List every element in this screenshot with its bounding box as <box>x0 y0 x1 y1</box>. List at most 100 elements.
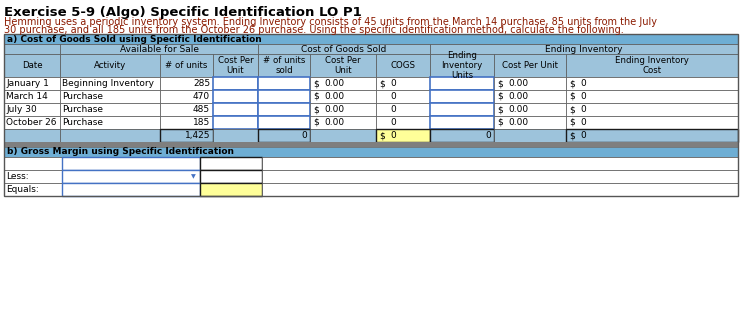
Bar <box>430 77 494 90</box>
Text: 0.00: 0.00 <box>508 105 528 114</box>
Bar <box>4 54 60 77</box>
Bar <box>376 77 430 90</box>
Text: 0.00: 0.00 <box>508 118 528 127</box>
Text: Available for Sale: Available for Sale <box>119 44 199 54</box>
Bar <box>4 116 60 129</box>
Bar <box>566 77 738 90</box>
Text: $: $ <box>379 131 385 140</box>
Text: Cost of Goods Sold: Cost of Goods Sold <box>301 44 387 54</box>
Text: 485: 485 <box>193 105 210 114</box>
Text: 0: 0 <box>390 131 395 140</box>
Bar <box>566 54 738 77</box>
Text: 30 purchase, and all 185 units from the October 26 purchase. Using the specific : 30 purchase, and all 185 units from the … <box>4 25 624 35</box>
Text: 285: 285 <box>193 79 210 88</box>
Bar <box>4 157 62 170</box>
Bar <box>60 129 160 142</box>
Text: 0: 0 <box>580 105 585 114</box>
Text: Equals:: Equals: <box>6 185 39 194</box>
Bar <box>4 44 60 54</box>
Bar <box>258 44 430 54</box>
Text: a) Cost of Goods Sold using Specific Identification: a) Cost of Goods Sold using Specific Ide… <box>7 35 262 43</box>
Text: 0.00: 0.00 <box>324 79 344 88</box>
Bar <box>494 103 566 116</box>
Bar <box>60 103 160 116</box>
Text: 0.00: 0.00 <box>324 118 344 127</box>
Text: $: $ <box>313 118 319 127</box>
Text: # of units: # of units <box>165 61 208 70</box>
Bar <box>60 90 160 103</box>
Bar <box>4 77 60 90</box>
Bar <box>4 103 60 116</box>
Bar <box>160 54 213 77</box>
Bar <box>200 183 262 196</box>
Text: 0: 0 <box>580 92 585 101</box>
Text: 0.00: 0.00 <box>324 92 344 101</box>
Text: $: $ <box>497 79 503 88</box>
Text: Purchase: Purchase <box>62 92 103 101</box>
Text: Cost Per
Unit: Cost Per Unit <box>217 56 253 75</box>
Bar <box>4 170 62 183</box>
Text: 1,425: 1,425 <box>185 131 210 140</box>
Bar <box>376 129 430 142</box>
Bar <box>200 170 262 183</box>
Text: # of units
sold: # of units sold <box>263 56 305 75</box>
Bar <box>566 90 738 103</box>
Bar <box>213 77 258 90</box>
Text: $: $ <box>569 105 575 114</box>
Bar <box>160 116 213 129</box>
Bar <box>258 103 310 116</box>
Text: Beginning Inventory: Beginning Inventory <box>62 79 154 88</box>
Bar <box>213 90 258 103</box>
Text: Cost Per Unit: Cost Per Unit <box>502 61 558 70</box>
Bar <box>310 103 376 116</box>
Text: $: $ <box>313 79 319 88</box>
Text: $: $ <box>313 105 319 114</box>
Bar <box>213 103 258 116</box>
Bar <box>160 90 213 103</box>
Text: $: $ <box>497 105 503 114</box>
Bar <box>60 77 160 90</box>
Bar <box>310 90 376 103</box>
Bar <box>4 34 738 196</box>
Text: Purchase: Purchase <box>62 105 103 114</box>
Text: 0: 0 <box>580 131 585 140</box>
Text: $: $ <box>497 118 503 127</box>
Text: March 14: March 14 <box>6 92 47 101</box>
Bar <box>4 34 738 44</box>
Bar <box>376 103 430 116</box>
Bar <box>494 54 566 77</box>
Bar <box>200 157 262 170</box>
Text: 0: 0 <box>485 131 491 140</box>
Bar <box>262 170 738 183</box>
Bar <box>258 90 310 103</box>
Text: 0.00: 0.00 <box>324 105 344 114</box>
Bar <box>494 90 566 103</box>
Text: $: $ <box>569 131 575 140</box>
Text: October 26: October 26 <box>6 118 56 127</box>
Bar <box>4 183 62 196</box>
Bar <box>160 77 213 90</box>
Text: $: $ <box>379 79 385 88</box>
Bar <box>258 129 310 142</box>
Bar <box>376 116 430 129</box>
Bar <box>310 129 376 142</box>
Bar <box>160 129 213 142</box>
Bar <box>262 157 738 170</box>
Text: $: $ <box>569 118 575 127</box>
Bar <box>60 44 258 54</box>
Bar <box>258 116 310 129</box>
Text: January 1: January 1 <box>6 79 49 88</box>
Text: Exercise 5-9 (Algo) Specific Identification LO P1: Exercise 5-9 (Algo) Specific Identificat… <box>4 6 362 19</box>
Bar <box>258 77 310 90</box>
Text: 0: 0 <box>390 92 395 101</box>
Bar <box>160 103 213 116</box>
Text: 0: 0 <box>580 118 585 127</box>
Bar <box>4 129 60 142</box>
Bar <box>566 116 738 129</box>
Bar <box>60 116 160 129</box>
Bar <box>430 90 494 103</box>
Bar <box>376 54 430 77</box>
Text: COGS: COGS <box>390 61 416 70</box>
Bar <box>494 129 566 142</box>
Bar <box>4 90 60 103</box>
